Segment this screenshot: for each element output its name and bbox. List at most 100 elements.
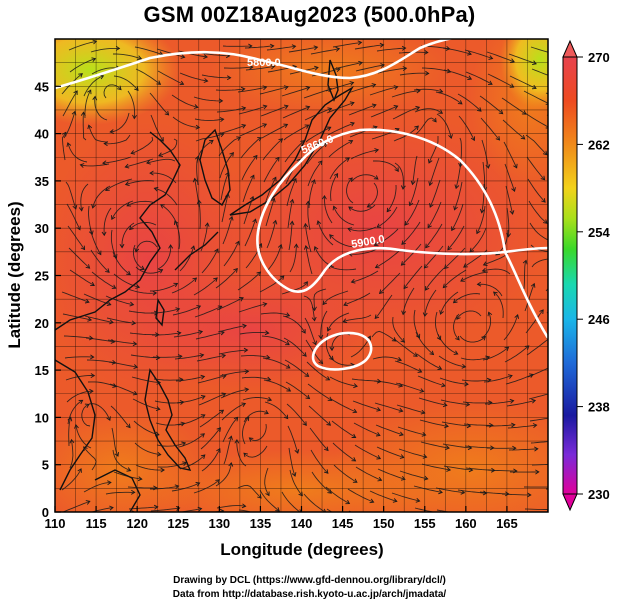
streamline-arrowhead bbox=[131, 320, 137, 326]
streamline-arrowhead bbox=[110, 338, 116, 344]
streamline bbox=[288, 447, 296, 477]
streamline-arrowhead bbox=[553, 390, 557, 394]
streamline-arrowhead bbox=[332, 205, 338, 211]
streamline-arrowhead bbox=[498, 109, 504, 115]
streamline-arrowhead bbox=[465, 401, 471, 407]
streamline-arrowhead bbox=[181, 441, 187, 447]
streamline bbox=[80, 183, 89, 211]
streamline bbox=[177, 414, 206, 426]
streamline-arrowhead bbox=[410, 180, 416, 186]
streamline-arrowhead bbox=[313, 45, 319, 51]
streamline bbox=[135, 266, 163, 274]
streamline-arrowhead bbox=[427, 158, 433, 164]
x-axis-title: Longitude (degrees) bbox=[220, 540, 383, 559]
streamline-arrowhead bbox=[318, 359, 324, 365]
streamline-arrowhead bbox=[322, 300, 328, 306]
streamline-arrowhead bbox=[302, 421, 307, 426]
streamline-arrowhead bbox=[200, 374, 206, 380]
streamline bbox=[158, 138, 178, 157]
streamline bbox=[438, 355, 466, 368]
streamline-arrowhead bbox=[504, 346, 510, 352]
streamline bbox=[523, 260, 527, 290]
streamline-arrowhead bbox=[180, 421, 186, 427]
streamline bbox=[486, 51, 515, 63]
streamline-arrowhead bbox=[89, 388, 94, 394]
streamline bbox=[526, 156, 545, 181]
streamline bbox=[459, 335, 486, 343]
streamline bbox=[267, 244, 282, 271]
streamline-arrowhead bbox=[111, 215, 116, 220]
streamline bbox=[527, 178, 546, 203]
streamline bbox=[428, 136, 439, 164]
wind-streamlines bbox=[61, 39, 557, 512]
streamline bbox=[456, 310, 482, 320]
streamline bbox=[421, 463, 451, 471]
streamline-arrowhead bbox=[84, 403, 90, 409]
streamline-arrowhead bbox=[386, 207, 392, 213]
streamline bbox=[81, 404, 91, 427]
streamline bbox=[329, 376, 358, 387]
streamline bbox=[347, 84, 376, 94]
streamline-arrowhead bbox=[197, 506, 203, 512]
streamline-arrowhead bbox=[155, 406, 161, 412]
streamline-arrowhead bbox=[453, 205, 458, 211]
streamline-arrowhead bbox=[535, 469, 540, 475]
streamline bbox=[329, 157, 350, 180]
streamline-arrowhead bbox=[507, 374, 513, 379]
streamline bbox=[284, 359, 309, 377]
streamline-arrowhead bbox=[357, 40, 363, 46]
x-tick-label: 125 bbox=[167, 516, 189, 531]
streamline bbox=[327, 312, 350, 332]
streamline bbox=[440, 291, 459, 315]
streamline-arrowhead bbox=[195, 482, 201, 487]
streamline bbox=[504, 163, 516, 192]
streamline bbox=[427, 201, 442, 228]
streamline bbox=[353, 422, 381, 436]
streamline bbox=[404, 199, 420, 226]
streamline bbox=[177, 508, 202, 512]
streamline bbox=[469, 227, 487, 253]
streamline-arrowhead bbox=[286, 387, 292, 392]
streamline bbox=[528, 200, 548, 224]
y-axis-ticks: 0 5 10 15 20 25 30 35 40 45 bbox=[35, 79, 61, 520]
streamline bbox=[135, 240, 158, 252]
streamline-arrowhead bbox=[441, 382, 446, 388]
streamline bbox=[220, 172, 230, 201]
streamline-arrowhead bbox=[92, 39, 98, 45]
streamline-arrowhead bbox=[262, 104, 268, 110]
colorbar-tick-label: 262 bbox=[588, 137, 610, 152]
streamline-arrowhead bbox=[401, 240, 406, 245]
streamline bbox=[394, 360, 422, 373]
streamline bbox=[447, 225, 465, 251]
streamline-arrowhead bbox=[432, 117, 437, 123]
streamline-arrowhead bbox=[105, 268, 110, 273]
streamline-arrowhead bbox=[241, 503, 247, 509]
streamline bbox=[476, 205, 486, 234]
streamline-arrowhead bbox=[403, 284, 408, 290]
streamline bbox=[200, 427, 221, 450]
streamline bbox=[171, 482, 200, 492]
streamline-arrowhead bbox=[451, 226, 456, 232]
streamline bbox=[530, 441, 548, 444]
streamline bbox=[307, 383, 332, 401]
streamline bbox=[304, 107, 332, 121]
streamline bbox=[149, 283, 178, 292]
streamline bbox=[88, 125, 109, 143]
streamline-arrowhead bbox=[350, 278, 356, 284]
streamline bbox=[174, 354, 204, 360]
streamline bbox=[198, 200, 201, 230]
streamline bbox=[443, 465, 473, 471]
streamline-arrowhead bbox=[448, 134, 453, 139]
streamline-arrowhead bbox=[135, 284, 141, 289]
streamline-arrowhead bbox=[156, 451, 162, 457]
streamline-arrowhead bbox=[477, 107, 482, 112]
streamline-arrowhead bbox=[413, 352, 418, 357]
streamline-arrowhead bbox=[417, 368, 423, 373]
streamline bbox=[64, 356, 94, 359]
streamline-arrowhead bbox=[397, 356, 403, 362]
x-tick-label: 120 bbox=[126, 516, 148, 531]
streamline-arrowhead bbox=[347, 227, 353, 232]
streamline bbox=[396, 404, 425, 414]
streamline-arrowhead bbox=[457, 100, 463, 105]
streamline bbox=[107, 339, 137, 345]
